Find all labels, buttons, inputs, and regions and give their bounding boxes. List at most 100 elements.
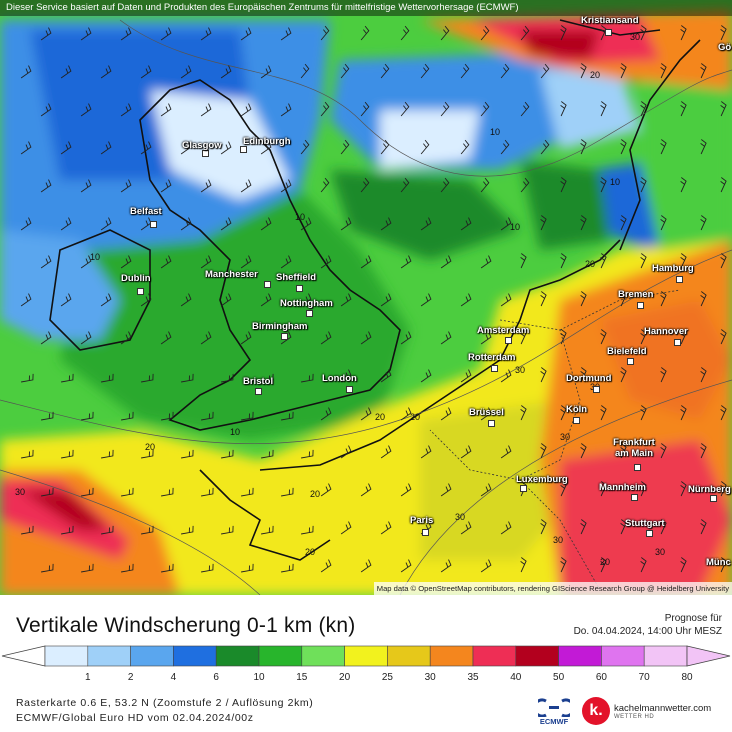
city-label-glasgow[interactable]: Glasgow <box>182 140 222 151</box>
model-info-line: ECMWF/Global Euro HD vom 02.04.2024/00z <box>16 712 254 724</box>
city-label-nottingham[interactable]: Nottingham <box>280 298 333 309</box>
city-label-koeln[interactable]: Köln <box>566 404 588 415</box>
city-label-manchester[interactable]: Manchester <box>205 269 258 280</box>
city-label-rotterdam[interactable]: Rotterdam <box>468 352 516 363</box>
wind-barb-icon <box>560 253 567 269</box>
wind-barb-icon <box>301 525 314 535</box>
scale-swatch <box>643 645 688 667</box>
city-label-frankfurt[interactable]: Frankfurt am Main <box>613 437 655 459</box>
wind-barb-icon <box>360 101 370 117</box>
wind-barb-icon <box>241 411 254 421</box>
wind-barb-icon <box>121 563 134 573</box>
scale-swatch <box>387 645 431 667</box>
city-label-paris[interactable]: Paris <box>410 515 434 526</box>
provider-name[interactable]: kachelmannwetter.com <box>614 703 712 714</box>
wind-barb-icon <box>200 27 212 41</box>
scale-swatch <box>558 645 602 667</box>
wind-barb-icon <box>500 369 512 383</box>
weather-map[interactable]: 10 10 10 10 10 10 20 20 20 20 20 20 20 2… <box>0 0 732 595</box>
wind-barb-icon <box>500 521 512 535</box>
city-label-bristol[interactable]: Bristol <box>243 376 274 387</box>
wind-barb-icon <box>600 557 607 573</box>
wind-barb-icon <box>101 373 114 383</box>
wind-barb-icon <box>420 369 432 383</box>
wind-barb-icon <box>81 563 94 573</box>
wind-barb-icon <box>81 487 94 497</box>
city-label-edinburgh[interactable]: Edinburgh <box>243 136 291 147</box>
wind-barb-icon <box>320 407 332 421</box>
kachelmann-logo: k. <box>582 697 610 725</box>
contour-label: 10 <box>610 177 620 187</box>
city-label-nuernberg[interactable]: Nürnberg <box>688 484 731 495</box>
wind-barb-icon <box>720 253 727 269</box>
wind-barb-icon <box>221 449 234 459</box>
wind-barb-icon <box>600 101 607 117</box>
scale-tick-label: 70 <box>638 672 650 683</box>
wind-barb-icon <box>400 101 410 117</box>
city-label-mannheim[interactable]: Mannheim <box>599 482 646 493</box>
city-label-bremen[interactable]: Bremen <box>618 289 654 300</box>
wind-barb-icon <box>600 329 607 345</box>
coastline-ireland <box>49 229 151 351</box>
city-marker <box>631 494 638 501</box>
scale-swatch <box>87 645 131 667</box>
city-label-goeteborg[interactable]: Gö <box>718 42 732 53</box>
wind-barb-icon <box>500 445 512 459</box>
contour-label: 10 <box>510 222 520 232</box>
scale-tick-label: 1 <box>85 672 91 683</box>
city-label-hannover[interactable]: Hannover <box>644 326 688 337</box>
wind-barb-icon <box>101 449 114 459</box>
contour-label: 20 <box>585 259 595 269</box>
wind-barb-icon <box>560 177 567 193</box>
wind-barb-icon <box>360 559 372 573</box>
city-label-kristiansand[interactable]: Kristiansand <box>581 15 639 26</box>
map-attribution[interactable]: Map data © OpenStreetMap contributors, r… <box>373 582 732 595</box>
city-label-dublin[interactable]: Dublin <box>121 273 151 284</box>
wind-barb-icon <box>520 177 530 193</box>
city-label-bielefeld[interactable]: Bielefeld <box>607 346 647 357</box>
wind-barb-icon <box>400 331 412 345</box>
city-label-luxemburg[interactable]: Luxemburg <box>516 474 568 485</box>
city-marker <box>505 337 512 344</box>
scale-swatch <box>301 645 345 667</box>
city-label-sheffield[interactable]: Sheffield <box>276 272 317 283</box>
contour-label: 30 <box>553 535 563 545</box>
city-marker <box>137 288 144 295</box>
wind-barb-icon <box>480 177 490 193</box>
wind-barb-icon <box>480 331 492 345</box>
wind-barb-icon <box>220 141 232 155</box>
city-label-stuttgart[interactable]: Stuttgart <box>625 518 665 529</box>
wind-barb-icon <box>201 563 214 573</box>
wind-barb-icon <box>200 179 212 193</box>
city-label-london[interactable]: London <box>322 373 357 384</box>
city-label-hamburg[interactable]: Hamburg <box>652 263 694 274</box>
wind-barb-icon <box>540 367 547 383</box>
contour-label: 10 <box>295 212 305 222</box>
wind-barb-icon <box>580 443 587 459</box>
city-label-muenchen[interactable]: Münc <box>706 557 731 568</box>
city-marker <box>593 386 600 393</box>
wind-barb-icon <box>280 103 292 117</box>
city-marker <box>491 365 498 372</box>
city-label-birmingham[interactable]: Birmingham <box>252 321 308 332</box>
city-label-bruessel[interactable]: Brüssel <box>469 407 504 418</box>
ecmwf-logo-icon <box>532 698 576 718</box>
city-label-belfast[interactable]: Belfast <box>130 206 162 217</box>
wind-barb-icon <box>161 563 174 573</box>
scale-tick-label: 35 <box>467 672 479 683</box>
wind-barb-icon <box>720 101 727 117</box>
wind-barb-icon <box>240 27 252 41</box>
wind-barb-icon <box>220 65 232 79</box>
wind-barb-icon <box>680 101 687 117</box>
city-marker <box>646 530 653 537</box>
city-label-dortmund[interactable]: Dortmund <box>566 373 612 384</box>
wind-barb-icon <box>340 139 350 155</box>
legend-panel: Vertikale Windscherung 0-1 km (kn) Progn… <box>0 596 732 732</box>
contour-label: 20 <box>375 412 385 422</box>
city-marker <box>264 281 271 288</box>
wind-barb-icon <box>41 411 54 421</box>
wind-barb-icon <box>580 139 587 155</box>
city-label-amsterdam[interactable]: Amsterdam <box>477 325 530 336</box>
wind-barb-icon <box>480 255 492 269</box>
wind-barb-icon <box>300 139 310 155</box>
